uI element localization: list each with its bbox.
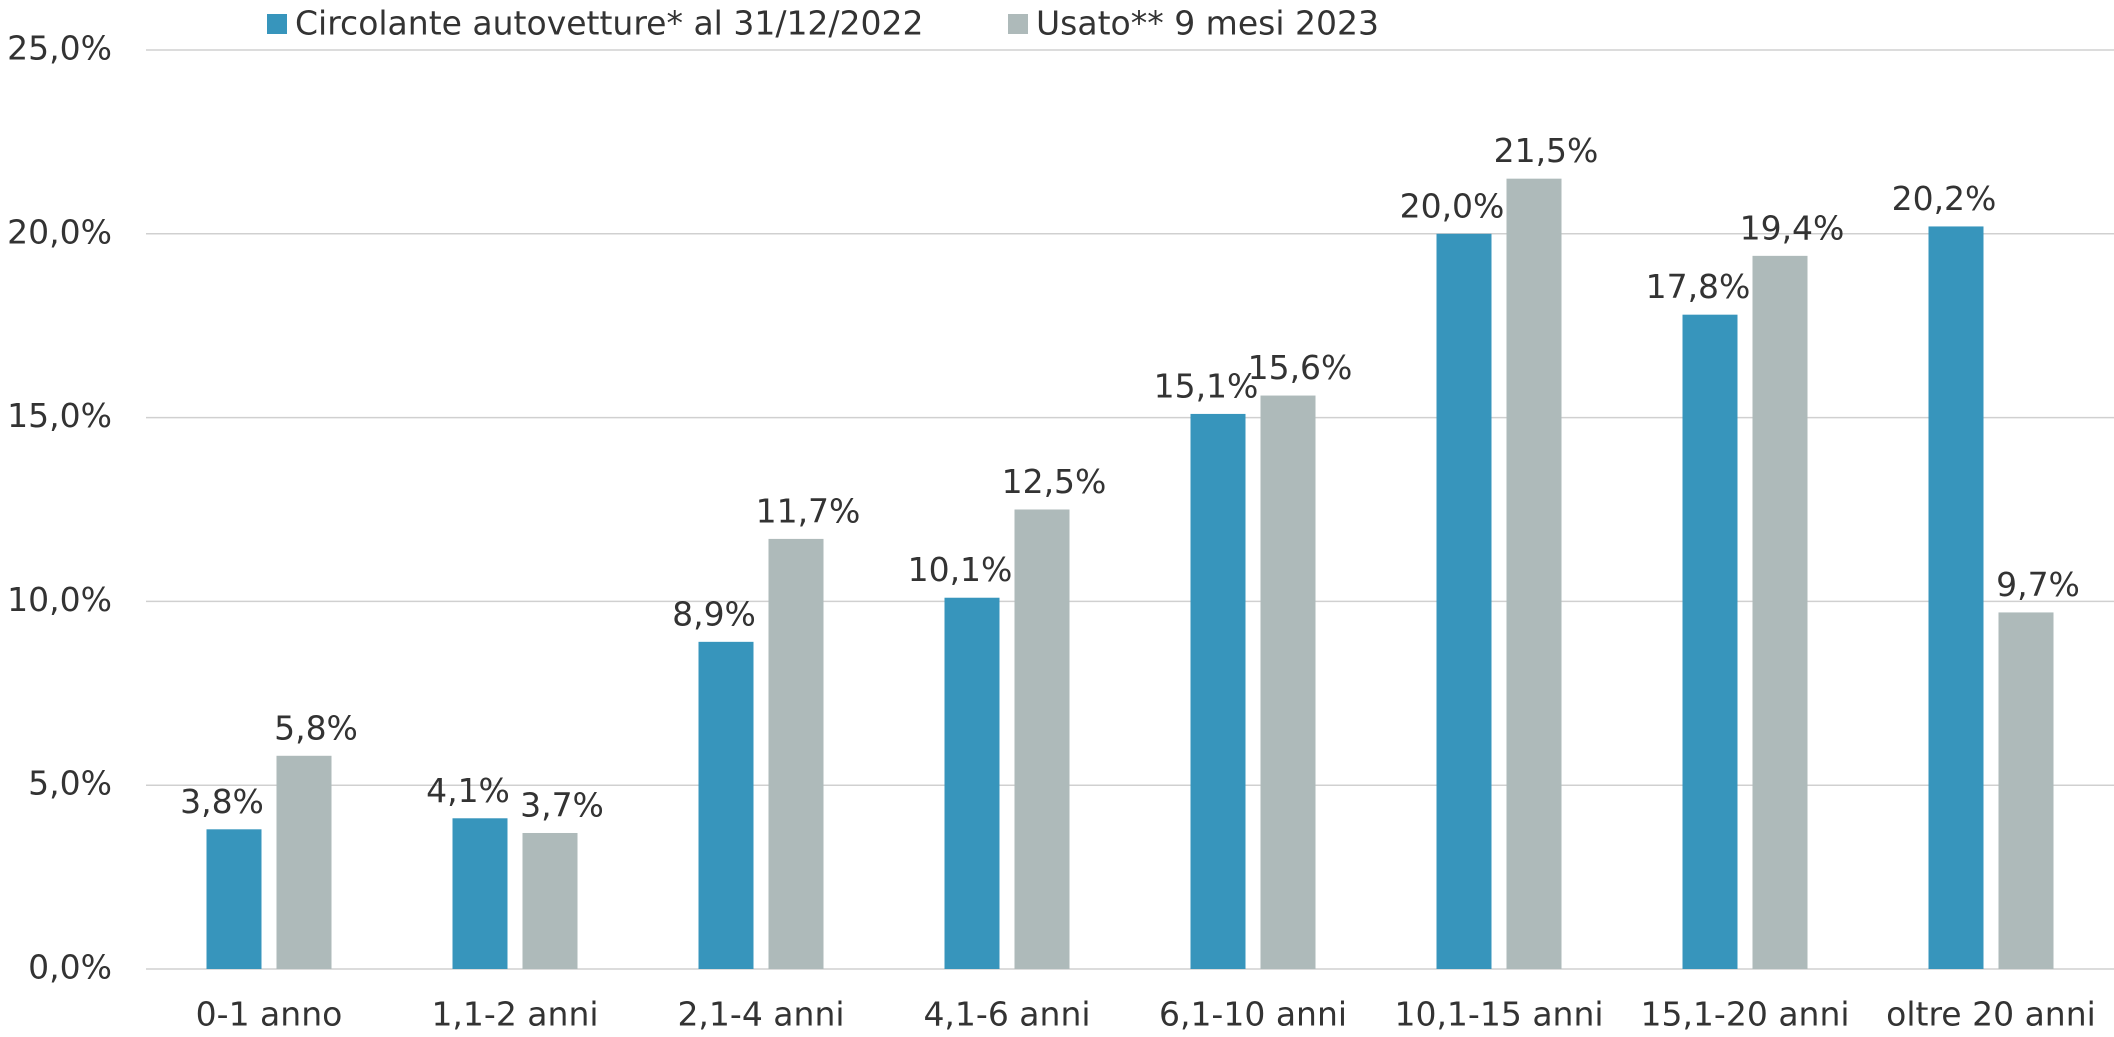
bar — [698, 641, 754, 969]
bar — [206, 829, 262, 969]
x-tick-label: 15,1-20 anni — [1640, 995, 1849, 1034]
y-tick-label: 25,0% — [7, 29, 112, 68]
data-label: 20,0% — [1400, 186, 1505, 225]
bar — [1998, 612, 2054, 969]
x-tick-label: 2,1-4 anni — [677, 995, 844, 1034]
y-tick-label: 15,0% — [7, 396, 112, 435]
bar — [1752, 255, 1808, 969]
y-tick-label: 10,0% — [7, 580, 112, 619]
data-label: 3,7% — [520, 785, 604, 824]
bar — [452, 818, 508, 969]
legend-label: Usato** 9 mesi 2023 — [1036, 4, 1379, 43]
data-label: 20,2% — [1892, 179, 1997, 218]
bar — [522, 832, 578, 969]
data-label: 12,5% — [1002, 462, 1107, 501]
bar — [1928, 226, 1984, 969]
x-tick-label: 1,1-2 anni — [431, 995, 598, 1034]
data-label: 11,7% — [756, 491, 861, 530]
bar — [1014, 509, 1070, 969]
data-label: 9,7% — [1996, 565, 2080, 604]
legend-swatch — [1008, 14, 1028, 34]
legend-label: Circolante autovetture* al 31/12/2022 — [295, 4, 924, 43]
x-tick-label: 4,1-6 anni — [923, 995, 1090, 1034]
bar — [944, 597, 1000, 969]
data-label: 15,1% — [1154, 366, 1259, 405]
y-tick-label: 20,0% — [7, 212, 112, 251]
y-tick-label: 5,0% — [28, 764, 112, 803]
data-label: 10,1% — [908, 550, 1013, 589]
x-tick-label: oltre 20 anni — [1886, 995, 2096, 1034]
bar — [768, 538, 824, 969]
data-label: 8,9% — [672, 594, 756, 633]
data-label: 5,8% — [274, 708, 358, 747]
bar — [1506, 178, 1562, 969]
legend-swatch — [267, 14, 287, 34]
data-label: 3,8% — [180, 782, 264, 821]
bar — [1190, 413, 1246, 969]
data-label: 15,6% — [1248, 348, 1353, 387]
x-tick-label: 6,1-10 anni — [1159, 995, 1347, 1034]
bar — [1260, 395, 1316, 969]
data-label: 21,5% — [1494, 131, 1599, 170]
data-label: 19,4% — [1740, 208, 1845, 247]
x-tick-label: 0-1 anno — [196, 995, 343, 1034]
bar — [276, 755, 332, 969]
y-tick-label: 0,0% — [28, 948, 112, 987]
data-label: 4,1% — [426, 771, 510, 810]
bar — [1682, 314, 1738, 969]
data-label: 17,8% — [1646, 267, 1751, 306]
bar — [1436, 233, 1492, 970]
x-tick-label: 10,1-15 anni — [1394, 995, 1603, 1034]
